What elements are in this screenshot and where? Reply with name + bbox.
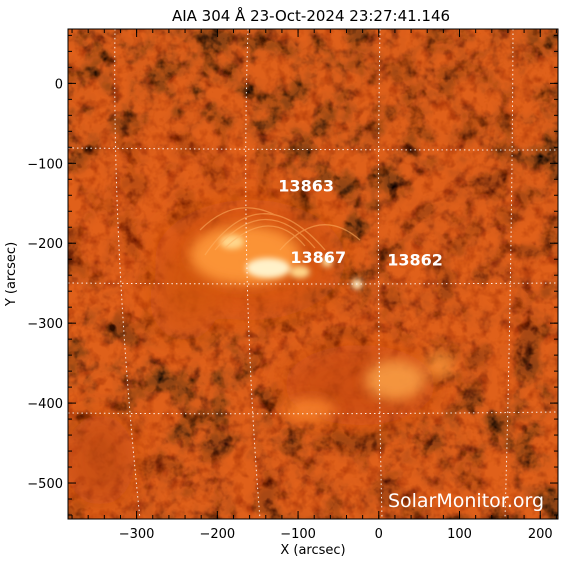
x-tick-label: 100 (447, 527, 472, 542)
x-tick-label: −100 (280, 527, 316, 542)
active-region-label: 13863 (278, 176, 334, 195)
active-region-plage (68, 200, 455, 505)
figure-title: AIA 304 Å 23-Oct-2024 23:27:41.146 (172, 6, 450, 25)
y-tick-label: 0 (55, 77, 63, 92)
y-tick-label: −200 (27, 237, 63, 252)
x-tick-label: −200 (199, 527, 235, 542)
y-tick-label: −100 (27, 157, 63, 172)
y-tick-label: −400 (27, 397, 63, 412)
active-region-label: 13862 (387, 251, 443, 270)
plot-frame (67, 28, 559, 520)
x-tick-label: 200 (528, 527, 553, 542)
heliographic-grid (68, 29, 558, 519)
x-tick-label: −300 (119, 527, 155, 542)
active-region-labels: 13863 13867 13862 (278, 176, 443, 269)
x-tick-label: 0 (375, 527, 383, 542)
loop-arcs (199, 207, 361, 256)
y-tick-label: −500 (27, 477, 63, 492)
y-axis-label: Y (arcsec) (4, 242, 19, 307)
watermark: SolarMonitor.org (388, 490, 544, 512)
flare-kernel (220, 235, 362, 289)
x-axis: −300 −200 −100 0 100 200 (71, 29, 557, 542)
active-region-label: 13867 (290, 248, 346, 267)
x-axis-label: X (arcsec) (280, 543, 345, 558)
y-tick-label: −300 (27, 317, 63, 332)
y-axis: 0 −100 −200 −300 −400 −500 (27, 34, 558, 516)
solar-image (68, 29, 558, 519)
